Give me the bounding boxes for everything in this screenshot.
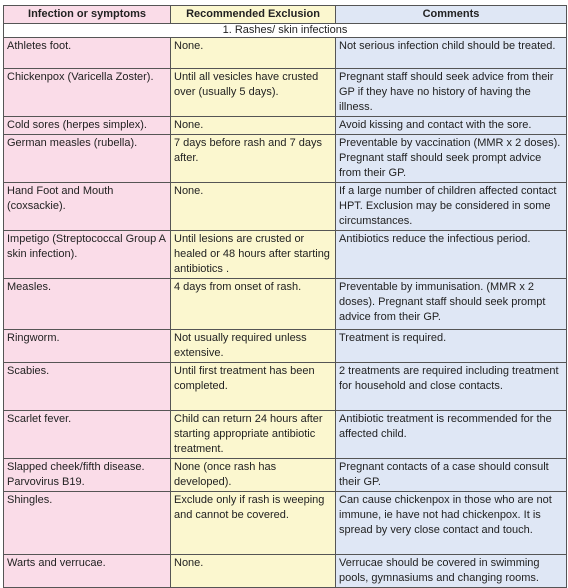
comment-cell: Verrucae should be covered in swimming p… [335, 554, 567, 588]
table-body: 1. Rashes/ skin infections Athletes foot… [3, 23, 567, 588]
exclusion-cell: Exclude only if rash is weeping and cann… [170, 491, 336, 555]
infection-cell: Measles. [3, 278, 171, 330]
comment-cell: Avoid kissing and contact with the sore. [335, 116, 567, 135]
section-title: 1. Rashes/ skin infections [3, 23, 567, 38]
infection-cell: Athletes foot. [3, 37, 171, 69]
table-row: Impetigo (Streptococcal Group A skin inf… [3, 230, 567, 279]
infection-cell: Chickenpox (Varicella Zoster). [3, 68, 171, 117]
table-row: Cold sores (herpes simplex). None. Avoid k… [3, 116, 567, 135]
comment-cell: If a large number of children affected c… [335, 182, 567, 231]
exclusion-cell: Until all vesicles have crusted over (us… [170, 68, 336, 117]
infection-cell: Cold sores (herpes simplex). [3, 116, 171, 135]
exclusion-cell: None. [170, 182, 336, 231]
header-cell: Recommended Exclusion [170, 5, 336, 24]
infection-cell: Shingles. [3, 491, 171, 555]
infection-cell: Warts and verrucae. [3, 554, 171, 588]
table-row: Shingles. Exclude only if rash is weeping… [3, 491, 567, 555]
exclusion-table: Infection or symptoms Recommended Exclus… [3, 5, 567, 588]
table-row: Hand Foot and Mouth (coxsackie). None. If … [3, 182, 567, 231]
exclusion-cell: Not usually required unless extensive. [170, 329, 336, 363]
header-row: Infection or symptoms Recommended Exclus… [3, 5, 567, 24]
table-row: Measles. 4 days from onset of rash. Preven… [3, 278, 567, 330]
table-row: German measles (rubella). 7 days before r… [3, 134, 567, 183]
page: Infection or symptoms Recommended Exclus… [3, 5, 567, 588]
exclusion-cell: None (once rash has developed). [170, 458, 336, 492]
exclusion-cell: 4 days from onset of rash. [170, 278, 336, 330]
exclusion-cell: None. [170, 116, 336, 135]
comment-cell: Antibiotic treatment is recommended for … [335, 410, 567, 459]
infection-cell: Scabies. [3, 362, 171, 411]
comment-cell: Preventable by immunisation. (MMR x 2 do… [335, 278, 567, 330]
exclusion-cell: Until lesions are crusted or healed or 4… [170, 230, 336, 279]
table-row: Chickenpox (Varicella Zoster). Until all … [3, 68, 567, 117]
table-row: Scabies. Until first treatment has been c… [3, 362, 567, 411]
table-row: Scarlet fever. Child can return 24 hours … [3, 410, 567, 459]
comment-cell: Not serious infection child should be tr… [335, 37, 567, 69]
exclusion-cell: Until first treatment has been completed… [170, 362, 336, 411]
comment-cell: Antibiotics reduce the infectious period… [335, 230, 567, 279]
infection-cell: Slapped cheek/fifth disease. Parvovirus … [3, 458, 171, 492]
exclusion-cell: None. [170, 554, 336, 588]
header-cell: Comments [335, 5, 567, 24]
infection-cell: Hand Foot and Mouth (coxsackie). [3, 182, 171, 231]
table-row: Slapped cheek/fifth disease. Parvovirus … [3, 458, 567, 492]
comment-cell: Treatment is required. [335, 329, 567, 363]
exclusion-cell: 7 days before rash and 7 days after. [170, 134, 336, 183]
table-row: Athletes foot. None. Not serious infection… [3, 37, 567, 69]
section-row: 1. Rashes/ skin infections [3, 23, 567, 38]
comment-cell: 2 treatments are required including trea… [335, 362, 567, 411]
infection-cell: German measles (rubella). [3, 134, 171, 183]
table-row: Ringworm. Not usually required unless ext… [3, 329, 567, 363]
exclusion-cell: Child can return 24 hours after starting… [170, 410, 336, 459]
comment-cell: Can cause chickenpox in those who are no… [335, 491, 567, 555]
table-row: Warts and verrucae. None. Verrucae should … [3, 554, 567, 588]
infection-cell: Scarlet fever. [3, 410, 171, 459]
infection-cell: Ringworm. [3, 329, 171, 363]
comment-cell: Preventable by vaccination (MMR x 2 dose… [335, 134, 567, 183]
comment-cell: Pregnant staff should seek advice from t… [335, 68, 567, 117]
header-cell: Infection or symptoms [3, 5, 171, 24]
infection-cell: Impetigo (Streptococcal Group A skin inf… [3, 230, 171, 279]
comment-cell: Pregnant contacts of a case should consu… [335, 458, 567, 492]
exclusion-cell: None. [170, 37, 336, 69]
